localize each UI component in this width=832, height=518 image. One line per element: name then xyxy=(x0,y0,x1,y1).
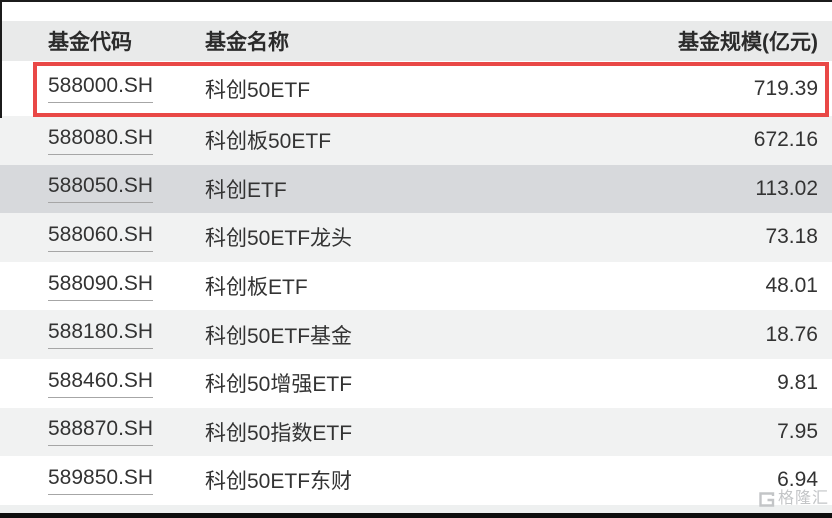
fund-code-link[interactable]: 588060.SH xyxy=(48,223,154,252)
table-row: 588050.SH 科创ETF 113.02 xyxy=(0,164,832,214)
table-row: 588000.SH 科创50ETF 719.39 xyxy=(0,61,832,116)
fund-code-link[interactable]: 588090.SH xyxy=(48,272,154,301)
fund-code-cell: 588050.SH xyxy=(0,174,205,204)
fund-code-cell: 588460.SH xyxy=(0,369,205,398)
fund-name: 科创50ETF东财 xyxy=(205,470,353,494)
table-row: 588080.SH 科创板50ETF 672.16 xyxy=(0,116,832,165)
top-margin xyxy=(0,2,832,21)
fund-name: 科创50ETF基金 xyxy=(205,324,353,348)
fund-size: 48.01 xyxy=(765,274,818,298)
fund-size: 672.16 xyxy=(753,128,818,152)
fund-code-cell: 588180.SH xyxy=(0,320,205,350)
fund-code-link[interactable]: 589850.SH xyxy=(48,466,154,495)
column-header-fund-name: 基金名称 xyxy=(205,31,289,54)
table-header-row: 基金代码 基金名称 基金规模(亿元) xyxy=(0,21,832,61)
fund-size: 113.02 xyxy=(755,176,818,200)
fund-size: 73.18 xyxy=(765,225,818,249)
fund-code-cell: 588060.SH xyxy=(0,223,205,252)
fund-code-link[interactable]: 588460.SH xyxy=(48,369,154,398)
table-row: 588090.SH 科创板ETF 48.01 xyxy=(0,261,832,311)
table-body: 588000.SH 科创50ETF 719.39 588080.SH 科创板50… xyxy=(0,61,832,505)
fund-size: 18.76 xyxy=(765,322,818,346)
fund-name: 科创50ETF xyxy=(205,78,311,102)
fund-size: 6.94 xyxy=(777,468,818,492)
fund-size: 719.39 xyxy=(753,76,818,100)
footer-strip xyxy=(0,504,832,513)
fund-code-cell: 588000.SH xyxy=(0,74,205,104)
fund-code-cell: 589850.SH xyxy=(0,466,205,495)
fund-code-link[interactable]: 588180.SH xyxy=(48,321,154,350)
column-header-fund-size: 基金规模(亿元) xyxy=(678,31,818,54)
fund-code-link[interactable]: 588050.SH xyxy=(48,175,154,204)
table-row: 589850.SH 科创50ETF东财 6.94 xyxy=(0,456,832,505)
table-row: 588180.SH 科创50ETF基金 18.76 xyxy=(0,310,832,359)
fund-code-cell: 588080.SH xyxy=(0,126,205,155)
table-row: 588460.SH 科创50增强ETF 9.81 xyxy=(0,358,832,408)
fund-name: 科创ETF xyxy=(205,178,287,202)
fund-name: 科创板50ETF xyxy=(205,130,332,154)
fund-name: 科创50ETF龙头 xyxy=(205,227,353,251)
fund-size: 7.95 xyxy=(777,419,818,443)
fund-name: 科创50指数ETF xyxy=(205,421,353,445)
fund-code-link[interactable]: 588870.SH xyxy=(48,418,154,447)
fund-name: 科创板ETF xyxy=(205,276,308,300)
column-header-fund-code: 基金代码 xyxy=(48,31,132,54)
fund-size: 9.81 xyxy=(777,371,818,395)
table-row: 588870.SH 科创50指数ETF 7.95 xyxy=(0,407,832,457)
table-row: 588060.SH 科创50ETF龙头 73.18 xyxy=(0,213,832,262)
fund-code-cell: 588870.SH xyxy=(0,417,205,447)
fund-code-cell: 588090.SH xyxy=(0,272,205,301)
fund-code-link[interactable]: 588000.SH xyxy=(48,74,154,104)
fund-code-link[interactable]: 588080.SH xyxy=(48,126,154,155)
fund-name: 科创50增强ETF xyxy=(205,373,353,397)
